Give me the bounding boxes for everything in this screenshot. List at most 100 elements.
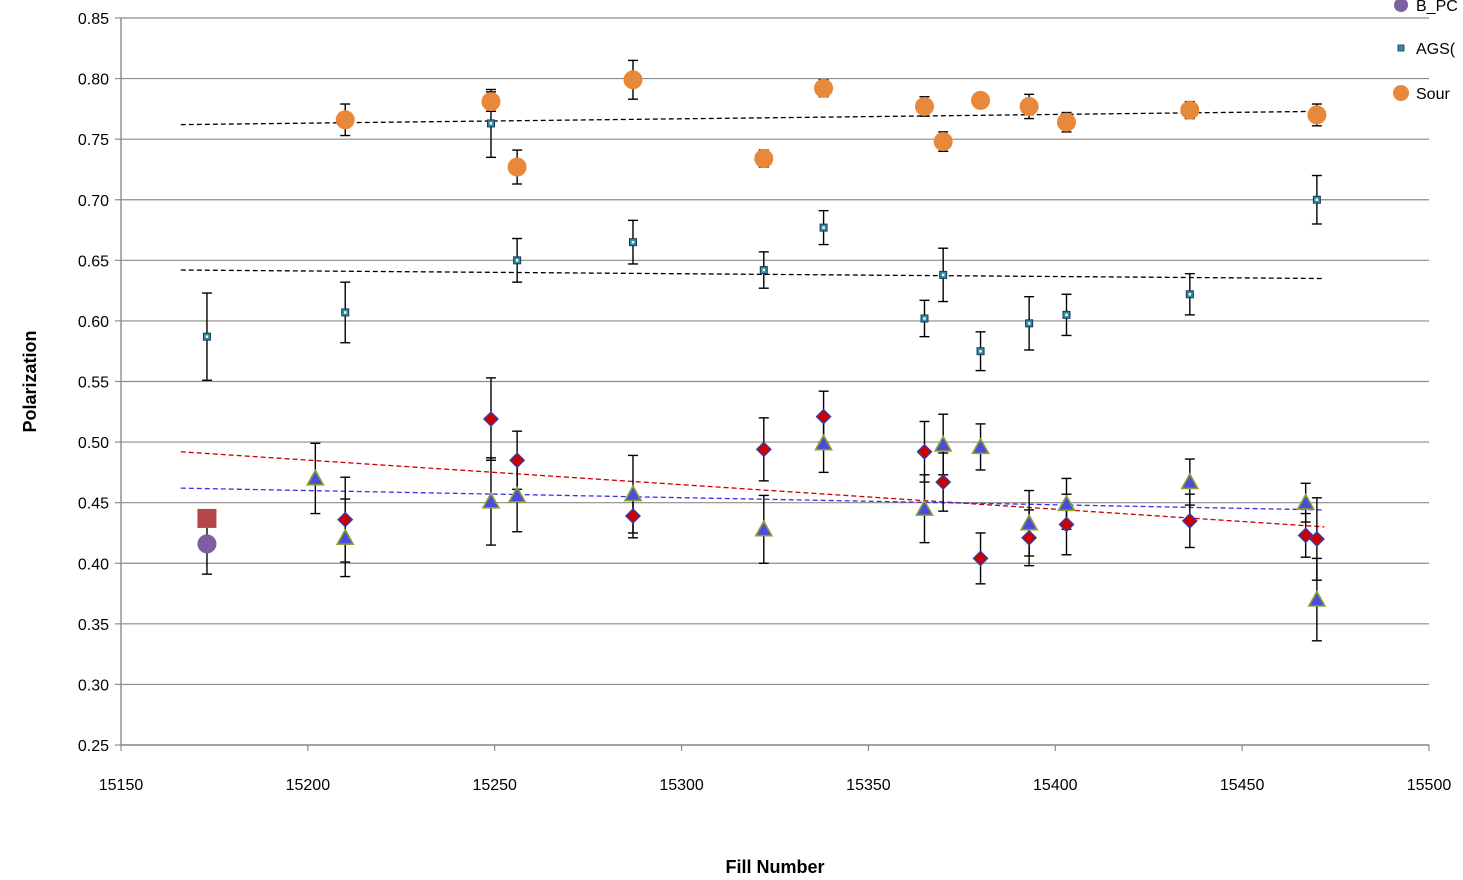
- data-point-small-square-center: [1065, 313, 1068, 317]
- data-point-diamond: [1181, 512, 1198, 529]
- data-point-small-square: [759, 266, 768, 275]
- data-point-small-square: [819, 223, 828, 232]
- data-point-diamond: [916, 443, 933, 460]
- data-point-triangle: [481, 491, 501, 509]
- y-tick-label: 0.65: [78, 253, 109, 270]
- y-tick-label: 0.50: [78, 435, 109, 452]
- data-point-small-square-center: [822, 226, 825, 229]
- data-point-small-square-center: [923, 317, 926, 320]
- data-point-small-square: [202, 332, 211, 341]
- legend-label: B_PC: [1416, 0, 1458, 15]
- data-point-small-square: [486, 119, 495, 128]
- data-point-triangle: [305, 468, 325, 486]
- data-point-triangle: [754, 519, 774, 537]
- data-point-diamond: [482, 411, 499, 428]
- trendline: [180, 269, 1325, 280]
- data-point-small-square-center: [1027, 322, 1031, 325]
- data-point-diamond: [509, 452, 526, 469]
- data-point-small-square-center: [941, 273, 945, 277]
- trendline: [180, 110, 1325, 126]
- data-point-triangle: [1057, 494, 1076, 512]
- data-point-square: [197, 508, 217, 528]
- data-point-circle: [971, 90, 991, 110]
- gridlines: [115, 17, 1430, 751]
- data-point-small-square: [628, 238, 637, 247]
- data-point-circle: [914, 96, 934, 116]
- data-point-circle: [335, 110, 355, 130]
- x-tick-label: 15200: [286, 777, 331, 794]
- data-point-diamond: [755, 441, 772, 458]
- data-point-triangle: [335, 528, 355, 546]
- trendline: [180, 487, 1325, 511]
- data-point-triangle: [933, 434, 953, 452]
- data-point-small-square-center: [1188, 293, 1192, 296]
- x-tick-label: 15150: [99, 777, 144, 794]
- data-point-small-square-center: [489, 122, 493, 125]
- x-tick-label: 15400: [1033, 777, 1078, 794]
- data-point-diamond: [1058, 516, 1075, 533]
- data-point-small-square: [920, 314, 929, 323]
- y-tick-label: 0.30: [78, 677, 109, 694]
- data-point-small-square: [1025, 319, 1034, 328]
- y-tick-label: 0.85: [78, 11, 109, 28]
- data-point-circle: [1056, 112, 1076, 132]
- data-point-diamond: [972, 550, 989, 567]
- legend: B_PC AGS( Sour: [1393, 0, 1458, 103]
- legend-marker: [1397, 44, 1405, 52]
- y-tick-label: 0.55: [78, 375, 109, 392]
- data-point-diamond: [624, 508, 641, 524]
- y-tick-label: 0.75: [78, 132, 109, 149]
- legend-label: Sour: [1416, 86, 1450, 103]
- y-tick-label: 0.60: [78, 314, 109, 331]
- data-point-circle: [1180, 100, 1200, 120]
- trendlines: [180, 110, 1325, 528]
- data-point-small-square-center: [515, 259, 519, 262]
- data-point-small-square: [1185, 290, 1194, 299]
- data-point-small-square: [1062, 310, 1071, 319]
- x-tick-labels: 15150 15200 15250 15300 15350 15400 15450 15500: [99, 777, 1452, 794]
- y-tick-label: 0.45: [78, 496, 109, 513]
- data-point-triangle: [1019, 513, 1039, 531]
- data-point-circle: [197, 534, 217, 554]
- y-axis-title: Polarization: [20, 330, 40, 432]
- data-point-small-square: [939, 270, 948, 279]
- x-tick-label: 15350: [846, 777, 891, 794]
- data-point-diamond: [1308, 531, 1325, 548]
- y-tick-label: 0.35: [78, 617, 109, 634]
- data-point-circle: [481, 92, 501, 112]
- data-point-small-square-center: [344, 311, 347, 314]
- data-point-circle: [1019, 96, 1039, 116]
- y-tick-label: 0.70: [78, 193, 109, 210]
- data-point-small-square: [1312, 195, 1321, 204]
- data-point-small-square-center: [205, 335, 209, 338]
- axes: [120, 18, 1429, 746]
- y-tick-label: 0.25: [78, 738, 109, 755]
- data-point-small-square-center: [631, 240, 635, 244]
- data-point-triangle: [507, 485, 527, 503]
- data-point-triangle: [915, 499, 934, 516]
- x-tick-label: 15500: [1407, 777, 1452, 794]
- data-point-circle: [623, 70, 643, 90]
- data-point-small-square: [513, 256, 522, 265]
- data-point-triangle: [814, 433, 833, 451]
- data-point-diamond: [337, 511, 354, 528]
- data-point-circle: [507, 157, 527, 177]
- data-point-circle: [754, 149, 774, 169]
- data-point-small-square-center: [979, 350, 982, 353]
- data-point-diamond: [935, 474, 952, 491]
- data-point-small-square-center: [1315, 198, 1319, 201]
- data-point-small-square: [976, 347, 985, 356]
- data-point-circle: [933, 132, 953, 152]
- y-tick-label: 0.80: [78, 72, 109, 89]
- legend-label: AGS(: [1416, 41, 1456, 58]
- x-tick-label: 15450: [1220, 777, 1265, 794]
- data-point-diamond: [1021, 529, 1038, 546]
- data-points: [197, 70, 1327, 607]
- y-tick-label: 0.40: [78, 556, 109, 573]
- data-point-triangle: [1180, 472, 1200, 490]
- data-point-circle: [1307, 105, 1327, 125]
- x-tick-label: 15300: [659, 777, 704, 794]
- trendline: [180, 451, 1325, 528]
- data-point-triangle: [971, 437, 990, 455]
